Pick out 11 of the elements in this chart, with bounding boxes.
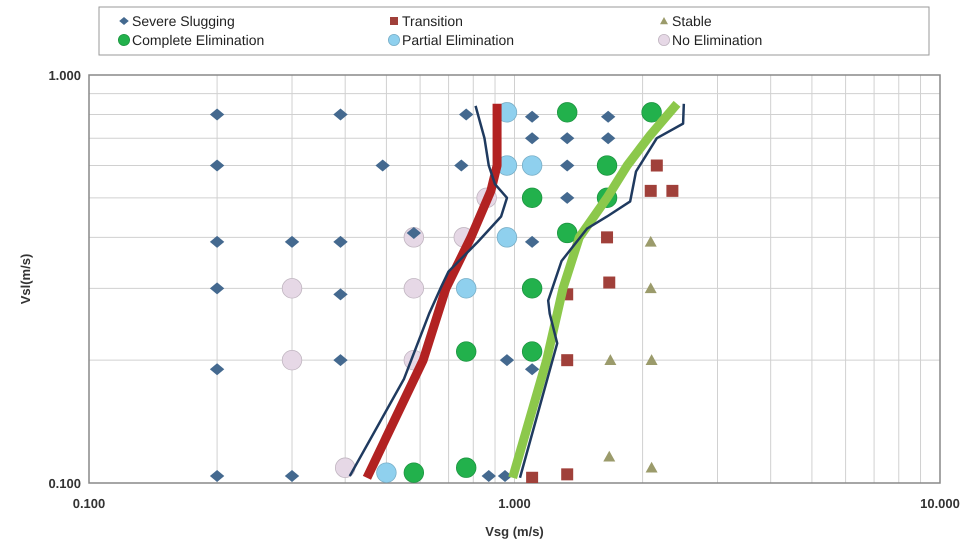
legend-label: Severe Slugging	[132, 13, 235, 29]
x-tick-label: 10.000	[920, 496, 960, 511]
x-tick-label: 0.100	[72, 496, 106, 511]
legend-label: No Elimination	[672, 32, 762, 48]
x-axis-title: Vsg (m/s)	[485, 524, 544, 539]
legend-label: Partial Elimination	[402, 32, 514, 48]
legend-label: Transition	[402, 13, 463, 29]
y-axis-title: Vsl(m/s)	[18, 254, 33, 304]
legend-label: Complete Elimination	[132, 32, 264, 48]
x-tick-label: 1.000	[498, 496, 531, 511]
legend-label: Stable	[672, 13, 712, 29]
